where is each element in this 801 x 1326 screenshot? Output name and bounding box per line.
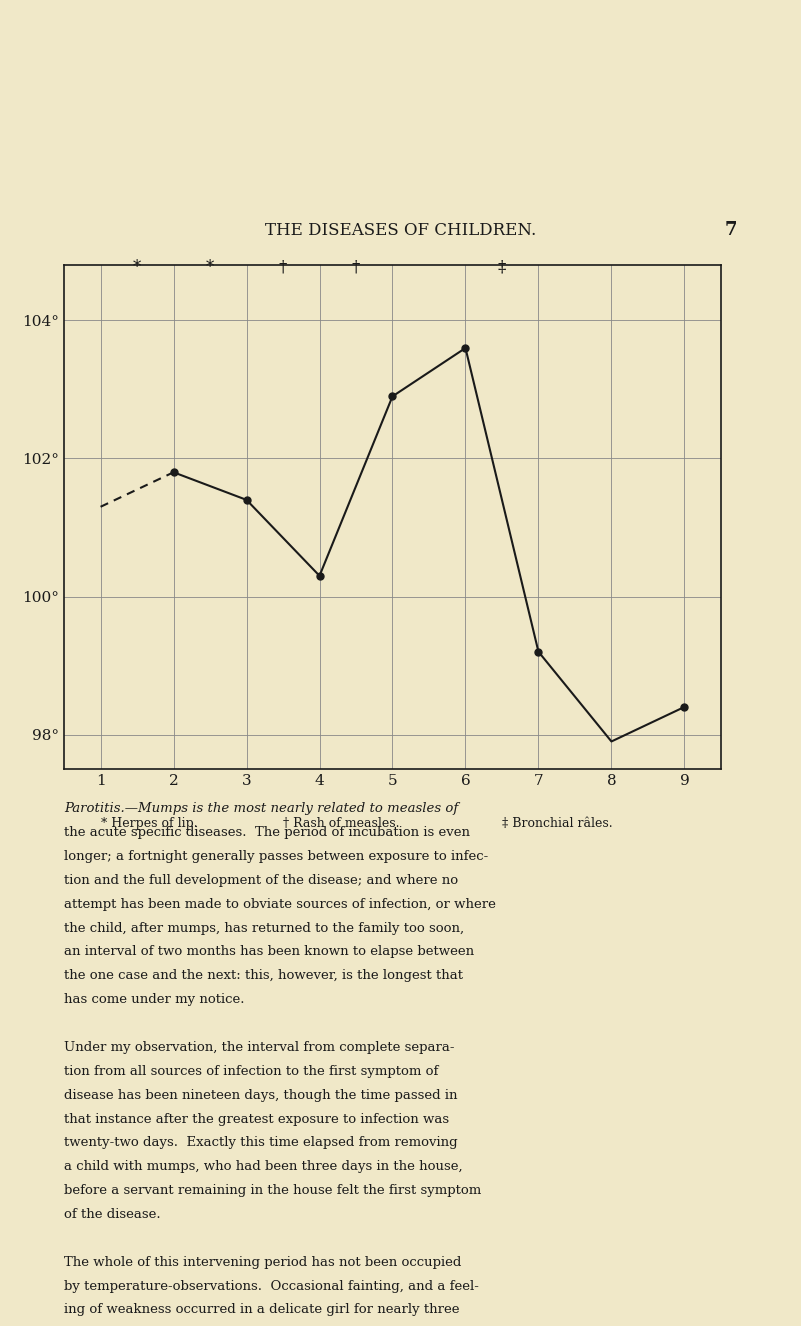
Text: †: † [279,259,288,276]
Text: ing of weakness occurred in a delicate girl for nearly three: ing of weakness occurred in a delicate g… [64,1303,460,1317]
Text: has come under my notice.: has come under my notice. [64,993,244,1006]
Text: ‡ Bronchial râles.: ‡ Bronchial râles. [502,817,613,830]
Text: disease has been nineteen days, though the time passed in: disease has been nineteen days, though t… [64,1089,457,1102]
Text: Under my observation, the interval from complete separa-: Under my observation, the interval from … [64,1041,455,1054]
Text: *: * [133,259,141,276]
Text: that instance after the greatest exposure to infection was: that instance after the greatest exposur… [64,1113,449,1126]
Text: Parotitis.—Mumps is the most nearly related to measles of: Parotitis.—Mumps is the most nearly rela… [64,802,458,815]
Text: by temperature-observations.  Occasional fainting, and a feel-: by temperature-observations. Occasional … [64,1280,479,1293]
Text: twenty-two days.  Exactly this time elapsed from removing: twenty-two days. Exactly this time elaps… [64,1136,457,1150]
Text: *: * [206,259,214,276]
Text: 7: 7 [724,220,737,239]
Text: THE DISEASES OF CHILDREN.: THE DISEASES OF CHILDREN. [265,221,536,239]
Text: * Herpes of lip.: * Herpes of lip. [101,817,197,830]
Text: ‡: ‡ [497,259,506,276]
Text: tion from all sources of infection to the first symptom of: tion from all sources of infection to th… [64,1065,438,1078]
Text: tion and the full development of the disease; and where no: tion and the full development of the dis… [64,874,458,887]
Text: longer; a fortnight generally passes between exposure to infec-: longer; a fortnight generally passes bet… [64,850,489,863]
Text: before a servant remaining in the house felt the first symptom: before a servant remaining in the house … [64,1184,481,1197]
Text: the one case and the next: this, however, is the longest that: the one case and the next: this, however… [64,969,463,983]
Text: a child with mumps, who had been three days in the house,: a child with mumps, who had been three d… [64,1160,463,1174]
Text: † Rash of measles.: † Rash of measles. [283,817,400,830]
Text: attempt has been made to obviate sources of infection, or where: attempt has been made to obviate sources… [64,898,496,911]
Text: of the disease.: of the disease. [64,1208,161,1221]
Text: The whole of this intervening period has not been occupied: The whole of this intervening period has… [64,1256,461,1269]
Text: an interval of two months has been known to elapse between: an interval of two months has been known… [64,945,474,959]
Text: †: † [352,259,360,276]
Text: the child, after mumps, has returned to the family too soon,: the child, after mumps, has returned to … [64,922,465,935]
Text: the acute specific diseases.  The period of incubation is even: the acute specific diseases. The period … [64,826,470,839]
